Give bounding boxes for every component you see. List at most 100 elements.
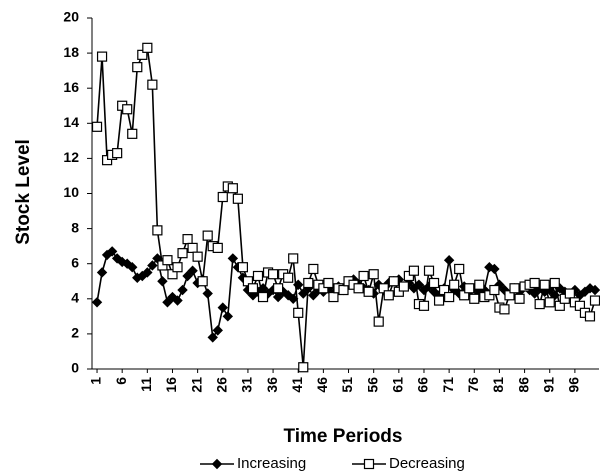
point-marker: [122, 258, 133, 269]
point-marker: [418, 300, 430, 311]
point-marker: [283, 272, 294, 283]
point-marker: [564, 288, 575, 299]
y-tick-label: 12: [63, 149, 79, 165]
point-marker: [534, 298, 545, 310]
point-marker: [293, 307, 304, 318]
y-tick-label: 2: [71, 325, 79, 341]
y-tick-label: 16: [63, 79, 79, 95]
point-marker: [252, 270, 264, 282]
point-marker: [142, 267, 153, 278]
point-marker: [358, 270, 369, 282]
point-marker: [413, 279, 425, 290]
point-marker: [383, 290, 394, 301]
legend-marker: [363, 458, 375, 470]
point-marker: [454, 263, 465, 275]
legend-marker: [211, 458, 223, 470]
y-tick-label: 18: [63, 44, 79, 60]
point-marker: [509, 283, 520, 294]
y-tick-label: 10: [63, 184, 79, 200]
point-marker: [469, 293, 480, 304]
point-marker: [187, 265, 198, 276]
point-marker: [127, 128, 138, 139]
x-tick-label: 61: [390, 377, 406, 393]
point-marker: [227, 183, 238, 194]
point-marker: [187, 242, 198, 254]
point-marker: [287, 293, 299, 305]
point-marker: [267, 269, 279, 280]
x-tick-label: 1: [88, 377, 104, 385]
point-marker: [177, 248, 188, 259]
x-tick-label: 16: [163, 377, 179, 393]
y-tick-label: 20: [63, 9, 79, 25]
legend-label: Increasing: [237, 455, 306, 472]
point-marker: [353, 283, 364, 294]
point-marker: [222, 311, 234, 322]
point-marker: [323, 277, 334, 289]
point-marker: [96, 51, 108, 62]
point-marker: [237, 262, 248, 273]
point-marker: [217, 191, 228, 203]
point-marker: [529, 277, 540, 289]
x-tick-label: 91: [540, 377, 556, 393]
point-marker: [273, 283, 284, 294]
point-marker: [132, 62, 143, 73]
point-marker: [147, 260, 158, 271]
point-marker: [338, 284, 349, 296]
x-tick-label: 71: [440, 377, 456, 393]
point-marker: [288, 253, 299, 264]
point-marker: [197, 276, 208, 287]
point-marker: [499, 304, 510, 315]
y-tick-label: 0: [71, 360, 79, 376]
x-tick-label: 31: [239, 377, 255, 393]
point-marker: [444, 291, 455, 303]
point-marker: [212, 325, 223, 336]
point-marker: [212, 242, 223, 254]
legend-label: Decreasing: [389, 455, 465, 472]
point-marker: [257, 291, 269, 303]
point-marker: [529, 288, 540, 299]
point-marker: [112, 148, 123, 159]
point-marker: [303, 277, 314, 289]
point-marker: [192, 251, 203, 262]
x-tick-label: 96: [566, 377, 582, 393]
x-tick-label: 26: [213, 377, 229, 393]
point-marker: [489, 284, 500, 296]
x-tick-label: 41: [289, 377, 305, 393]
x-tick-label: 46: [314, 377, 330, 393]
point-marker: [293, 279, 304, 290]
x-tick-label: 6: [113, 377, 129, 385]
point-marker: [363, 286, 374, 297]
point-marker: [202, 230, 213, 241]
point-marker: [152, 225, 163, 236]
point-marker: [182, 270, 193, 282]
point-marker: [91, 121, 103, 132]
y-tick-label: 8: [71, 219, 79, 235]
point-marker: [298, 362, 309, 373]
point-marker: [549, 277, 560, 289]
x-tick-label: 86: [515, 377, 531, 393]
x-tick-label: 56: [364, 377, 380, 393]
point-marker: [122, 104, 133, 115]
point-marker: [308, 290, 319, 301]
point-marker: [142, 42, 153, 53]
point-marker: [408, 265, 420, 276]
point-marker: [177, 284, 188, 296]
x-tick-label: 21: [188, 377, 204, 393]
point-marker: [423, 265, 435, 276]
x-tick-label: 51: [339, 377, 355, 393]
point-marker: [489, 263, 500, 275]
point-marker: [217, 302, 228, 313]
point-marker: [474, 279, 485, 290]
point-marker: [589, 295, 600, 306]
point-marker: [106, 246, 118, 257]
point-marker: [584, 311, 596, 322]
x-tick-label: 76: [465, 377, 481, 393]
point-marker: [589, 284, 600, 296]
point-marker: [91, 297, 103, 308]
series-line: [96, 45, 596, 368]
x-tick-label: 11: [138, 377, 154, 392]
point-marker: [388, 276, 399, 287]
point-marker: [328, 291, 339, 303]
point-marker: [428, 277, 440, 289]
